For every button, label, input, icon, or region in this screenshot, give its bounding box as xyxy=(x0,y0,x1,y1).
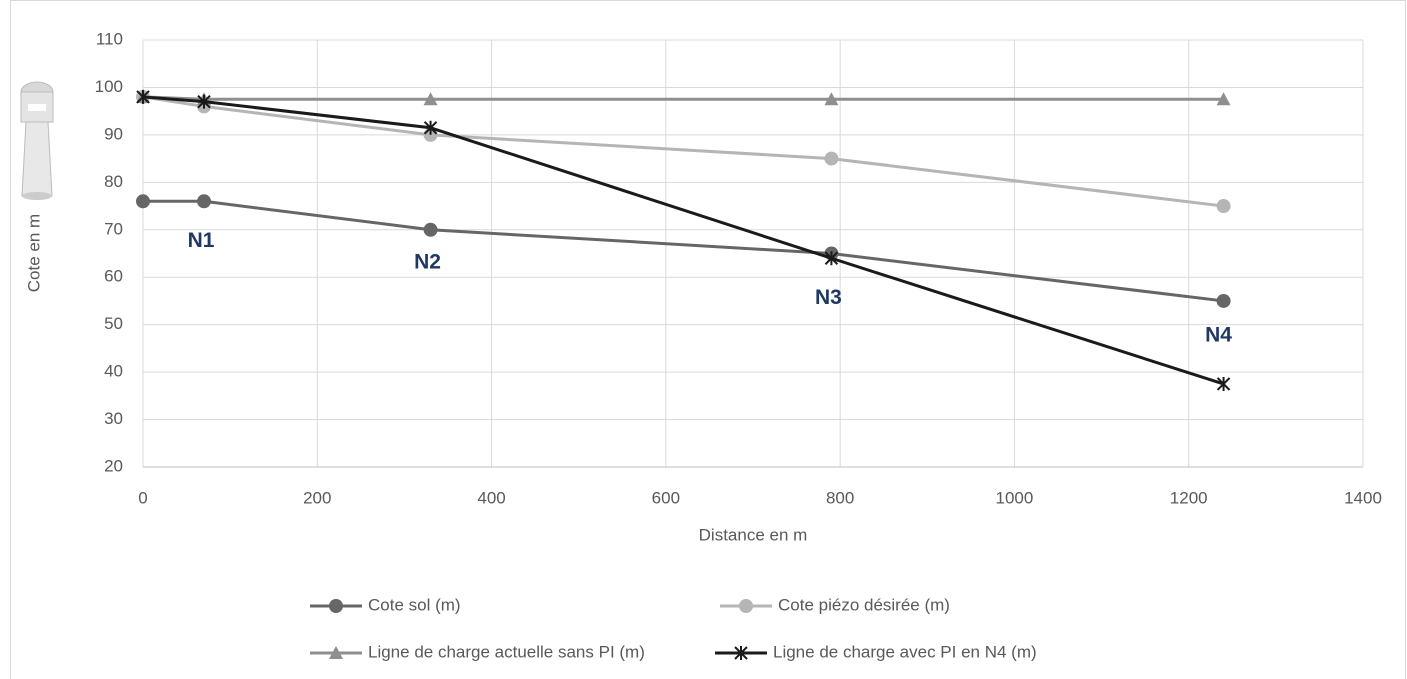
data-point xyxy=(824,151,839,166)
node-label: N1 xyxy=(188,229,215,252)
legend-marker xyxy=(739,599,753,613)
legend-label: Cote sol (m) xyxy=(368,595,461,614)
legend-label: Cote piézo désirée (m) xyxy=(778,595,950,614)
x-tick-label: 800 xyxy=(826,488,854,507)
legend-marker xyxy=(734,646,748,660)
series-line xyxy=(142,95,1225,386)
x-tick-label: 1200 xyxy=(1170,488,1208,507)
data-point xyxy=(1216,92,1231,106)
data-point xyxy=(824,92,839,106)
data-point xyxy=(423,92,438,106)
y-tick-label: 70 xyxy=(104,219,123,238)
x-tick-label: 0 xyxy=(138,488,147,507)
data-point xyxy=(1216,199,1231,214)
chart-frame xyxy=(10,0,1406,679)
y-tick-label: 40 xyxy=(104,362,123,381)
x-tick-label: 1400 xyxy=(1344,488,1382,507)
y-axis-label: Cote en m xyxy=(24,214,43,292)
x-tick-label: 600 xyxy=(652,488,680,507)
water-tower-icon xyxy=(20,81,54,200)
data-point xyxy=(197,94,211,109)
x-tick-label: 400 xyxy=(477,488,505,507)
y-tick-label: 30 xyxy=(104,409,123,428)
legend-label: Ligne de charge actuelle sans PI (m) xyxy=(368,642,645,661)
legend-marker xyxy=(329,646,343,659)
data-point xyxy=(197,194,211,209)
node-label: N2 xyxy=(414,250,441,273)
y-tick-label: 90 xyxy=(104,124,123,143)
x-tick-label: 1000 xyxy=(996,488,1034,507)
x-axis-label: Distance en m xyxy=(699,525,808,544)
y-tick-label: 110 xyxy=(96,29,123,48)
y-tick-label: 80 xyxy=(104,172,123,191)
data-point xyxy=(136,89,150,104)
data-point xyxy=(423,120,438,135)
series-line xyxy=(142,95,1224,101)
y-tick-label: 100 xyxy=(95,77,123,96)
data-point xyxy=(1216,293,1231,308)
data-point xyxy=(136,194,150,209)
x-tick-label: 200 xyxy=(303,488,331,507)
node-label: N3 xyxy=(815,286,842,309)
node-label: N4 xyxy=(1205,323,1232,346)
y-tick-label: 20 xyxy=(104,456,123,475)
series-line xyxy=(143,199,1224,303)
legend-label: Ligne de charge avec PI en N4 (m) xyxy=(773,642,1037,661)
legend-marker xyxy=(329,599,343,613)
data-point xyxy=(824,251,839,266)
y-tick-label: 60 xyxy=(104,267,123,286)
data-point xyxy=(1216,376,1231,391)
y-tick-label: 50 xyxy=(104,314,123,333)
data-point xyxy=(423,222,438,237)
